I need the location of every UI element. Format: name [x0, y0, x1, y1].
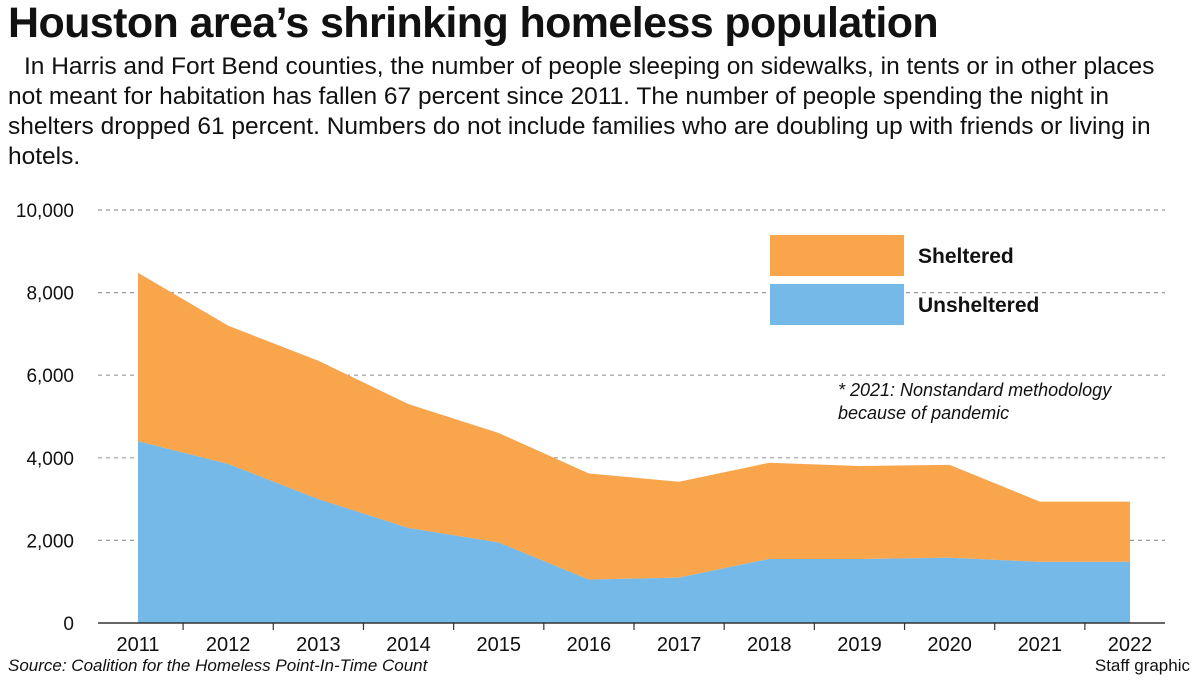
legend-label-unsheltered: Unsheltered	[918, 294, 1039, 317]
x-tick-label: 2021	[1018, 634, 1063, 656]
legend: Sheltered Unsheltered	[770, 235, 1039, 325]
annotation-line: * 2021: Nonstandard methodology	[838, 380, 1112, 400]
x-tick-label: 2016	[567, 634, 612, 656]
area-unsheltered	[138, 441, 1130, 623]
y-tick-label: 4,000	[26, 449, 74, 470]
y-tick-label: 8,000	[26, 284, 74, 305]
x-tick-label: 2018	[747, 634, 792, 656]
x-tick-label: 2022	[1108, 634, 1153, 656]
legend-swatch-unsheltered	[770, 284, 904, 325]
x-tick-label: 2011	[116, 634, 159, 656]
y-tick-label: 0	[63, 614, 74, 635]
axes: 0 2,000 4,000 6,000 8,000 10,000 2011 2012 2013 2…	[16, 201, 1165, 656]
chart-title: Houston area’s shrinking homeless popula…	[8, 0, 939, 47]
area-sheltered	[138, 272, 1130, 580]
y-tick-label: 2,000	[26, 531, 74, 552]
area-series	[138, 272, 1130, 623]
x-tick-label: 2020	[927, 634, 972, 656]
y-tick-label: 6,000	[26, 366, 74, 387]
annotation-line: because of pandemic	[838, 403, 1009, 423]
chart-subtitle: In Harris and Fort Bend counties, the nu…	[8, 53, 1155, 170]
x-tick-label: 2019	[837, 634, 882, 656]
source-note: Source: Coalition for the Homeless Point…	[8, 656, 428, 675]
legend-swatch-sheltered	[770, 235, 904, 276]
x-tick-label: 2012	[206, 634, 251, 656]
y-tick-label: 10,000	[16, 201, 74, 222]
x-tick-label: 2017	[657, 634, 702, 656]
methodology-note: * 2021: Nonstandard methodology because o…	[838, 380, 1112, 423]
x-tick-label: 2015	[476, 634, 521, 656]
legend-label-sheltered: Sheltered	[918, 245, 1014, 268]
x-tick-label: 2014	[386, 634, 431, 656]
staff-credit: Staff graphic	[1094, 656, 1190, 675]
x-tick-label: 2013	[296, 634, 341, 656]
